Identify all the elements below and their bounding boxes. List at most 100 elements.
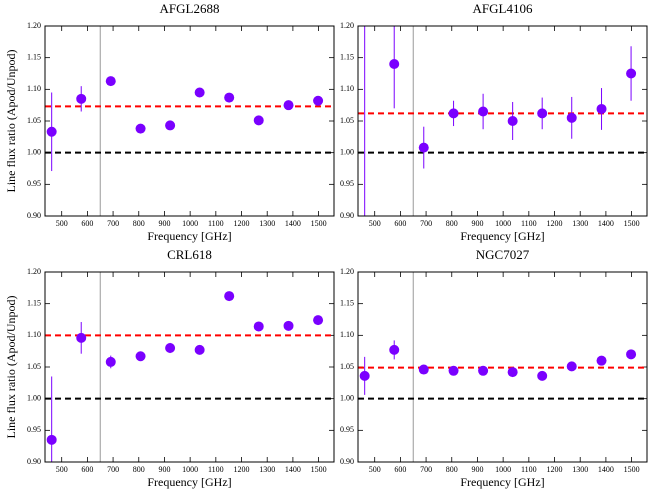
x-tick-label: 700 [420, 465, 432, 474]
panel-title: AFGL2688 [160, 1, 220, 16]
x-tick-label: 700 [107, 465, 119, 474]
data-point [418, 142, 429, 153]
y-tick-label: 0.95 [340, 179, 354, 188]
panel-title: AFGL4106 [473, 1, 533, 16]
data-point [76, 93, 87, 104]
data-point [418, 364, 429, 375]
x-tick-label: 1100 [208, 219, 224, 228]
y-tick-label: 0.90 [340, 457, 354, 466]
y-tick-label: 1.10 [27, 84, 41, 93]
data-point [626, 68, 637, 79]
data-point [135, 123, 146, 134]
data-point [389, 59, 400, 69]
y-tick-label: 1.15 [27, 298, 41, 307]
data-point [253, 115, 264, 126]
y-tick-label: 1.15 [340, 298, 354, 307]
x-tick-label: 800 [446, 465, 458, 474]
data-point [566, 361, 577, 372]
panel: AFGL2688 Frequency [GHz] Line flux ratio (… [4, 1, 335, 243]
x-tick-label: 1200 [234, 465, 250, 474]
y-tick-label: 1.20 [340, 21, 354, 30]
x-tick-label: 1300 [259, 219, 275, 228]
data-point [359, 370, 370, 381]
y-tick-label: 1.20 [27, 21, 41, 30]
panel: NGC7027 Frequency [GHz] 500 600 700 800 900 100… [340, 247, 648, 489]
data-point [596, 103, 607, 114]
x-tick-label: 800 [133, 219, 145, 228]
data-point [448, 108, 459, 119]
x-tick-label: 1400 [285, 465, 301, 474]
y-tick-label: 0.90 [340, 211, 354, 220]
x-tick-label: 900 [471, 465, 483, 474]
plot-area [45, 272, 334, 462]
y-tick-label: 1.00 [340, 147, 354, 156]
data-point [165, 120, 176, 131]
data-point [507, 367, 518, 378]
y-tick-label: 1.20 [27, 267, 41, 276]
x-tick-label: 700 [107, 219, 119, 228]
panel: CRL618 Frequency [GHz] Line flux ratio (Ap… [4, 247, 335, 489]
x-tick-label: 1000 [495, 219, 511, 228]
data-point [105, 356, 116, 367]
y-tick-label: 1.20 [340, 267, 354, 276]
data-point [224, 291, 235, 302]
panel: AFGL4106 Frequency [GHz] 500 600 700 800 900 10… [340, 1, 648, 253]
data-point [626, 349, 637, 360]
x-tick-label: 1200 [547, 219, 563, 228]
data-point [478, 365, 489, 376]
data-point [478, 106, 489, 117]
data-point [537, 108, 548, 119]
x-tick-label: 500 [56, 465, 68, 474]
data-point [135, 351, 146, 362]
y-tick-label: 1.10 [27, 330, 41, 339]
x-tick-label: 1400 [598, 219, 614, 228]
x-tick-label: 1000 [182, 465, 198, 474]
y-tick-label: 1.05 [340, 116, 354, 125]
y-tick-label: 1.00 [27, 393, 41, 402]
panel-title: NGC7027 [476, 247, 530, 262]
plot-frame [357, 271, 648, 463]
x-tick-label: 500 [369, 219, 381, 228]
x-tick-label: 1300 [572, 219, 588, 228]
data-point [283, 100, 294, 111]
x-tick-label: 1400 [285, 219, 301, 228]
y-tick-label: 1.10 [340, 84, 354, 93]
data-point [194, 344, 205, 355]
x-tick-label: 500 [369, 465, 381, 474]
x-tick-label: 700 [420, 219, 432, 228]
x-axis-label: Frequency [GHz] [460, 475, 544, 489]
x-tick-label: 1100 [521, 219, 537, 228]
x-tick-label: 1200 [234, 219, 250, 228]
plot-frame [44, 271, 335, 463]
data-point [46, 434, 57, 445]
x-tick-label: 1500 [624, 465, 640, 474]
plot-frame [357, 25, 648, 217]
data-point [283, 320, 294, 331]
x-tick-label: 1000 [182, 219, 198, 228]
x-tick-label: 1000 [495, 465, 511, 474]
x-tick-label: 1400 [598, 465, 614, 474]
data-point [360, 243, 370, 253]
data-point [224, 92, 235, 103]
y-tick-label: 1.00 [27, 147, 41, 156]
x-tick-label: 600 [81, 219, 93, 228]
plot-area [358, 272, 647, 462]
x-axis-label: Frequency [GHz] [460, 229, 544, 243]
x-axis-label: Frequency [GHz] [147, 475, 231, 489]
plot-frame [44, 25, 335, 217]
y-tick-label: 1.05 [27, 362, 41, 371]
x-tick-label: 1300 [259, 465, 275, 474]
data-point [105, 76, 116, 87]
y-axis-label: Line flux ratio (Apod/Unpod) [4, 296, 18, 439]
x-tick-label: 800 [446, 219, 458, 228]
panel-title: CRL618 [167, 247, 212, 262]
x-tick-label: 900 [471, 219, 483, 228]
y-tick-label: 1.05 [340, 362, 354, 371]
y-tick-label: 1.05 [27, 116, 41, 125]
x-tick-label: 1500 [311, 465, 327, 474]
data-point [537, 370, 548, 381]
data-point [448, 365, 459, 376]
y-tick-label: 1.15 [340, 52, 354, 61]
plot-area [45, 26, 334, 216]
